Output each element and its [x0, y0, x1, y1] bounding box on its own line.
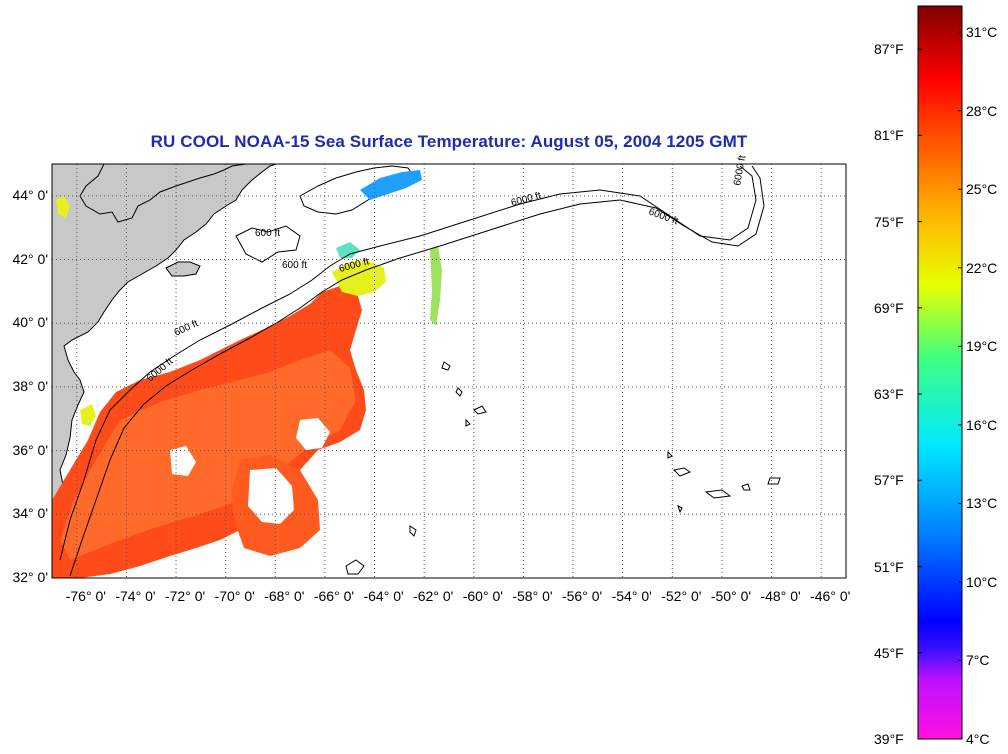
lon-tick-label: -64° 0' — [363, 588, 404, 604]
colorbar-f-label: 69°F — [874, 299, 904, 316]
colorbar-f-label: 51°F — [874, 558, 904, 575]
lat-tick-label: 32° 0' — [12, 569, 48, 585]
colorbar-f-label: 39°F — [874, 731, 904, 747]
cape-cod — [165, 261, 201, 277]
isobath-label: 600 ft — [282, 260, 307, 271]
lon-tick-label: -50° 0' — [710, 588, 752, 604]
map-frame — [51, 163, 847, 579]
lat-tick-label: 38° 0' — [12, 377, 48, 394]
lon-tick-label: -46° 0' — [810, 588, 851, 604]
lat-tick-label: 44° 0' — [12, 186, 48, 203]
colorbar-c-label: 13°C — [966, 495, 998, 512]
isobath-label: 6000 ft — [732, 154, 748, 186]
colorbar-c-label: 19°C — [966, 338, 998, 355]
lon-tick-label: -76° 0' — [65, 588, 106, 604]
colorbar-c-label: 25°C — [966, 181, 998, 198]
colorbar-c-label: 10°C — [966, 573, 998, 590]
sst-field — [52, 170, 442, 578]
lat-lon-grid — [52, 164, 846, 578]
lon-tick-label: -72° 0' — [164, 588, 206, 604]
lon-tick-label: -56° 0' — [561, 588, 603, 604]
lon-tick-label: -52° 0' — [661, 588, 702, 604]
lon-tick-label: -54° 0' — [611, 588, 652, 604]
colorbar-f-label: 87°F — [874, 41, 904, 58]
colorbar-f-label: 75°F — [874, 213, 904, 230]
lon-tick-label: -68° 0' — [264, 588, 305, 604]
colorbar-c-label: 28°C — [966, 102, 998, 119]
colorbar-ticks — [918, 31, 962, 740]
colorbar-f-label: 63°F — [874, 386, 904, 403]
isobath-label: 600 ft — [255, 228, 280, 239]
map-title: RU COOL NOAA-15 Sea Surface Temperature:… — [150, 132, 748, 151]
lon-tick-label: -48° 0' — [760, 588, 801, 604]
isobath-contours — [59, 165, 781, 577]
lat-tick-label: 40° 0' — [12, 314, 48, 331]
colorbar-c-label: 7°C — [966, 652, 990, 669]
colorbar-c-label: 22°C — [966, 259, 998, 276]
lat-tick-label: 36° 0' — [12, 441, 48, 458]
colorbar-f-label: 57°F — [874, 472, 904, 489]
colorbar — [917, 5, 963, 740]
colorbar-f-label: 81°F — [874, 127, 904, 144]
lon-tick-label: -62° 0' — [413, 588, 454, 604]
lat-tick-label: 34° 0' — [12, 505, 48, 522]
colorbar-c-label: 16°C — [966, 416, 998, 433]
lon-tick-label: -66° 0' — [313, 588, 355, 604]
lon-tick-label: -74° 0' — [115, 588, 156, 604]
lon-tick-label: -70° 0' — [214, 588, 255, 604]
colorbar-c-label: 4°C — [966, 731, 990, 747]
lon-tick-label: -58° 0' — [512, 588, 553, 604]
lat-tick-label: 42° 0' — [12, 250, 48, 267]
lon-tick-label: -60° 0' — [462, 588, 503, 604]
colorbar-c-label: 31°C — [966, 24, 998, 41]
colorbar-f-label: 45°F — [874, 644, 904, 661]
